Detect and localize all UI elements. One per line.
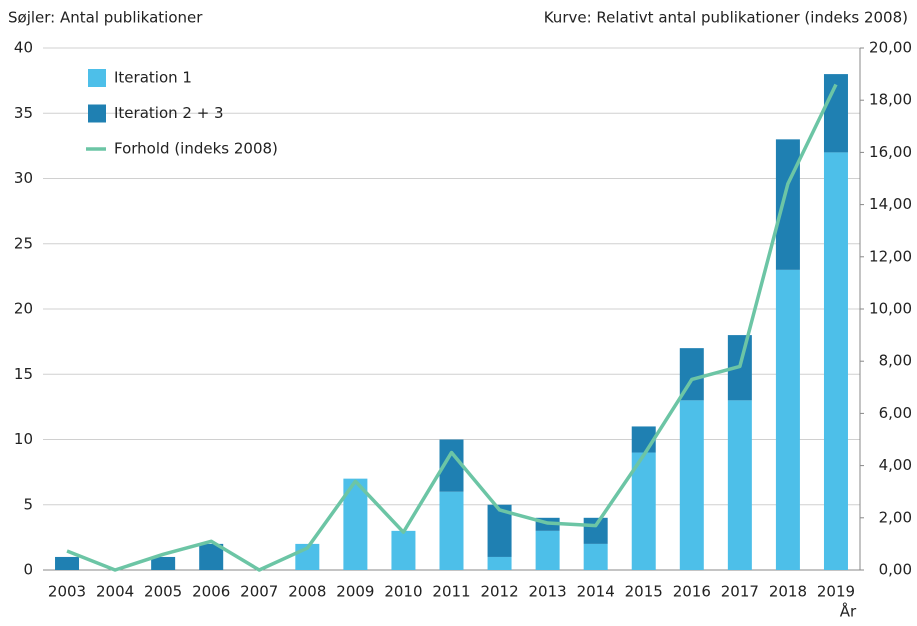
legend-label: Iteration 1 [114,69,192,87]
bar-segment [727,400,752,570]
x-tick-label: 2019 [817,583,855,601]
x-tick-label: 2003 [48,583,86,601]
left-axis-title: Søjler: Antal publikationer [8,9,203,27]
ratio-line [66,83,838,572]
y2-tick-label: 18,00 [869,91,912,109]
x-tick-label: 2017 [721,583,759,601]
bar-segment [775,139,800,270]
y2-tick-label: 0,00 [879,561,912,579]
y-tick-label: 30 [14,169,33,187]
y2-tick-label: 20,00 [869,39,912,57]
x-tick-label: 2015 [625,583,663,601]
x-axis-title: År [840,602,857,621]
y2-tick-label: 12,00 [869,247,912,265]
x-tick-label: 2007 [240,583,278,601]
bar-segment [391,530,416,570]
y-tick-label: 5 [23,495,33,513]
legend-swatch [88,69,106,87]
bar-segment [199,543,224,570]
y2-tick-label: 10,00 [869,300,912,318]
y-tick-label: 25 [14,234,33,252]
bar-segment [679,400,704,570]
bar-segment [823,152,848,570]
bar-segment [583,543,608,570]
x-tick-label: 2014 [577,583,615,601]
bar-segment [487,556,512,570]
x-tick-label: 2013 [529,583,567,601]
y-tick-label: 35 [14,104,33,122]
bar-segment [583,517,608,544]
y2-tick-label: 4,00 [879,456,912,474]
y2-tick-label: 2,00 [879,508,912,526]
x-tick-label: 2005 [144,583,182,601]
y2-tick-label: 14,00 [869,195,912,213]
x-tick-label: 2006 [192,583,230,601]
x-tick-label: 2012 [480,583,518,601]
x-tick-label: 2008 [288,583,326,601]
legend-label: Forhold (indeks 2008) [114,140,278,158]
y-tick-label: 0 [23,561,33,579]
x-tick-label: 2009 [336,583,374,601]
y-tick-label: 40 [14,39,33,57]
x-tick-label: 2018 [769,583,807,601]
bar-segment [775,269,800,570]
x-tick-label: 2004 [96,583,134,601]
legend-label: Iteration 2 + 3 [114,104,224,122]
x-tick-label: 2010 [384,583,422,601]
bar-segment [535,530,560,570]
y2-tick-label: 8,00 [879,352,912,370]
right-axis-title: Kurve: Relativt antal publikationer (ind… [544,9,908,27]
y2-tick-label: 6,00 [879,404,912,422]
y-tick-label: 20 [14,300,33,318]
y-tick-label: 15 [14,365,33,383]
y2-tick-label: 16,00 [869,143,912,161]
y-tick-label: 10 [14,430,33,448]
bar-segment [439,491,464,570]
x-tick-label: 2016 [673,583,711,601]
legend-swatch [88,104,106,123]
bar-segment [151,556,176,570]
bar-segment [631,452,656,570]
x-tick-label: 2011 [432,583,470,601]
bar-segment [55,556,80,570]
